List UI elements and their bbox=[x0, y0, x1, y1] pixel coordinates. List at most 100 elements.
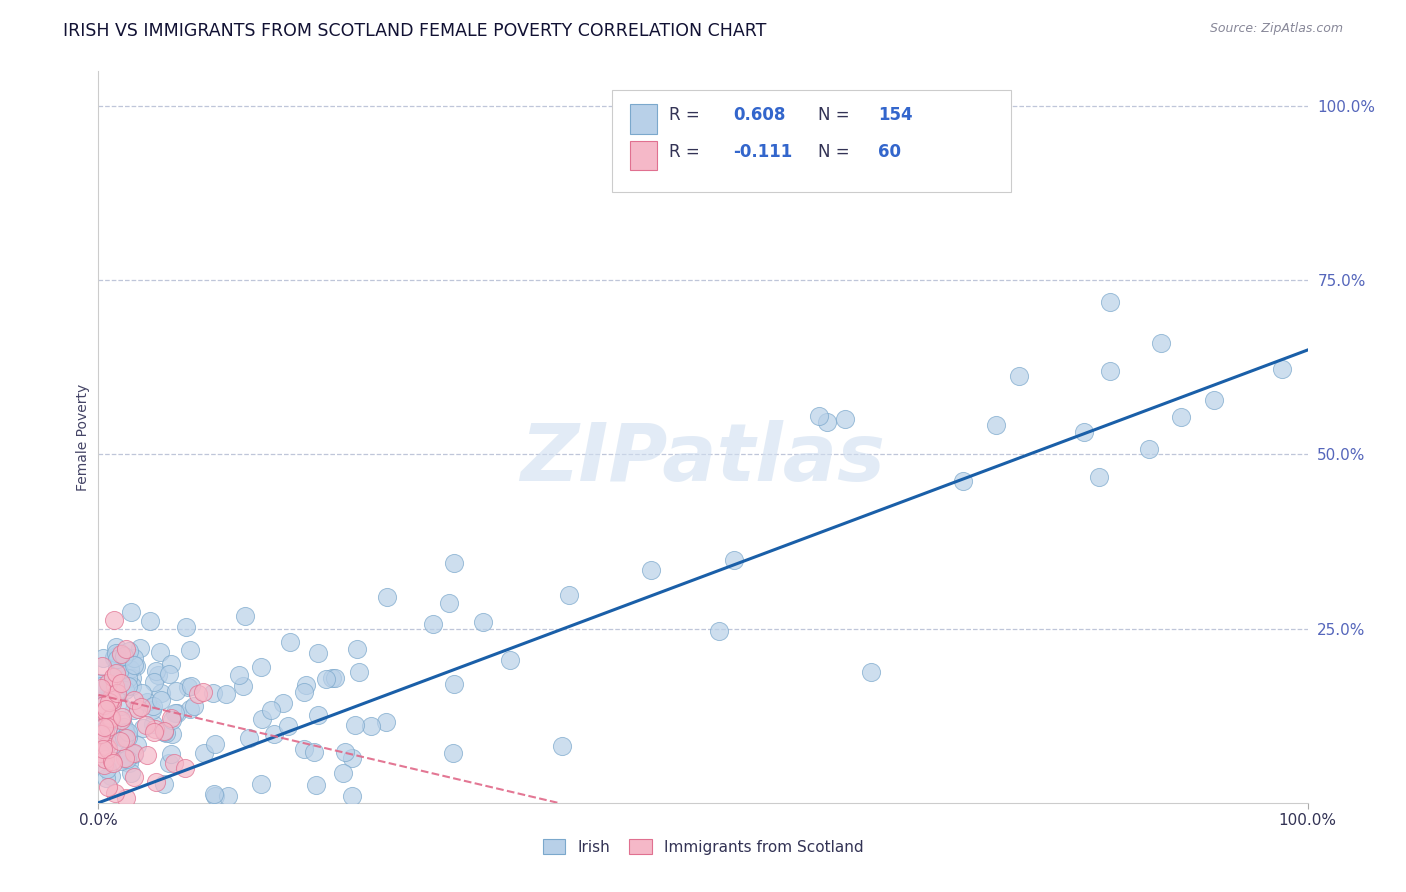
Point bbox=[118, 662, 141, 676]
Point bbox=[93, 698, 115, 713]
Point bbox=[176, 620, 198, 634]
Point bbox=[165, 706, 187, 721]
Point bbox=[110, 713, 132, 727]
Point bbox=[165, 684, 187, 698]
Point bbox=[105, 640, 128, 655]
Point bbox=[89, 697, 111, 711]
Point bbox=[97, 780, 120, 794]
Legend: Irish, Immigrants from Scotland: Irish, Immigrants from Scotland bbox=[537, 833, 869, 861]
Point bbox=[122, 658, 145, 673]
Point bbox=[103, 650, 125, 665]
Y-axis label: Female Poverty: Female Poverty bbox=[76, 384, 90, 491]
Point bbox=[443, 556, 465, 570]
Point bbox=[117, 747, 139, 761]
Bar bbox=[630, 104, 657, 134]
Point bbox=[105, 646, 128, 660]
Point bbox=[121, 671, 143, 685]
Point bbox=[122, 693, 145, 707]
Point bbox=[100, 769, 122, 783]
Point bbox=[115, 665, 138, 679]
Point bbox=[118, 756, 141, 770]
Point bbox=[110, 676, 132, 690]
Point bbox=[1099, 294, 1122, 309]
Point bbox=[157, 756, 180, 771]
Point bbox=[94, 771, 117, 785]
Point bbox=[100, 690, 122, 705]
Point bbox=[129, 699, 152, 714]
Text: Source: ZipAtlas.com: Source: ZipAtlas.com bbox=[1209, 22, 1343, 36]
Point bbox=[118, 644, 141, 658]
Point bbox=[108, 674, 131, 689]
Point bbox=[94, 723, 117, 737]
Point bbox=[105, 665, 128, 680]
Point bbox=[90, 659, 112, 673]
Point bbox=[183, 699, 205, 714]
Point bbox=[201, 685, 224, 699]
Point bbox=[100, 711, 122, 725]
Bar bbox=[630, 141, 657, 170]
Point bbox=[179, 702, 201, 716]
Point bbox=[1008, 369, 1031, 384]
Point bbox=[149, 693, 172, 707]
Point bbox=[114, 790, 136, 805]
Point bbox=[859, 665, 882, 680]
Point bbox=[499, 653, 522, 667]
Point bbox=[292, 685, 315, 699]
Text: ZIPatlas: ZIPatlas bbox=[520, 420, 886, 498]
Point bbox=[558, 588, 581, 602]
Text: -0.111: -0.111 bbox=[734, 143, 793, 161]
Point bbox=[346, 641, 368, 656]
Point bbox=[707, 624, 730, 638]
Point bbox=[90, 682, 112, 697]
FancyBboxPatch shape bbox=[613, 90, 1011, 192]
Point bbox=[249, 776, 271, 790]
Point bbox=[815, 415, 838, 429]
Point bbox=[125, 738, 148, 752]
Point bbox=[179, 643, 201, 657]
Point bbox=[94, 751, 117, 765]
Point bbox=[143, 675, 166, 690]
Point bbox=[232, 679, 254, 693]
Point bbox=[89, 675, 111, 690]
Point bbox=[117, 672, 139, 686]
Point bbox=[110, 713, 132, 727]
Point bbox=[103, 651, 125, 665]
Point bbox=[97, 695, 120, 709]
Point bbox=[101, 670, 124, 684]
Point bbox=[96, 741, 118, 756]
Point bbox=[117, 725, 139, 739]
Point bbox=[304, 746, 326, 760]
Point bbox=[360, 719, 382, 733]
Point bbox=[104, 685, 127, 699]
Point bbox=[128, 640, 150, 655]
Point bbox=[149, 686, 172, 700]
Point bbox=[114, 750, 136, 764]
Point bbox=[94, 703, 117, 717]
Point bbox=[952, 474, 974, 488]
Point bbox=[305, 778, 328, 792]
Point bbox=[443, 677, 465, 691]
Point bbox=[107, 665, 129, 679]
Point bbox=[723, 553, 745, 567]
Point bbox=[191, 684, 214, 698]
Point bbox=[114, 725, 136, 739]
Text: 60: 60 bbox=[879, 143, 901, 161]
Point bbox=[105, 652, 128, 666]
Point bbox=[307, 646, 329, 660]
Point bbox=[1099, 364, 1122, 378]
Point bbox=[145, 664, 167, 678]
Point bbox=[550, 739, 572, 754]
Point bbox=[292, 742, 315, 756]
Point bbox=[347, 665, 370, 679]
Point bbox=[204, 787, 226, 801]
Point bbox=[263, 727, 285, 741]
Point bbox=[122, 770, 145, 784]
Point bbox=[120, 766, 142, 780]
Point bbox=[91, 704, 114, 718]
Point bbox=[166, 706, 188, 721]
Point bbox=[112, 720, 135, 734]
Point bbox=[148, 668, 170, 682]
Point bbox=[124, 747, 146, 761]
Text: IRISH VS IMMIGRANTS FROM SCOTLAND FEMALE POVERTY CORRELATION CHART: IRISH VS IMMIGRANTS FROM SCOTLAND FEMALE… bbox=[63, 22, 766, 40]
Point bbox=[375, 714, 398, 729]
